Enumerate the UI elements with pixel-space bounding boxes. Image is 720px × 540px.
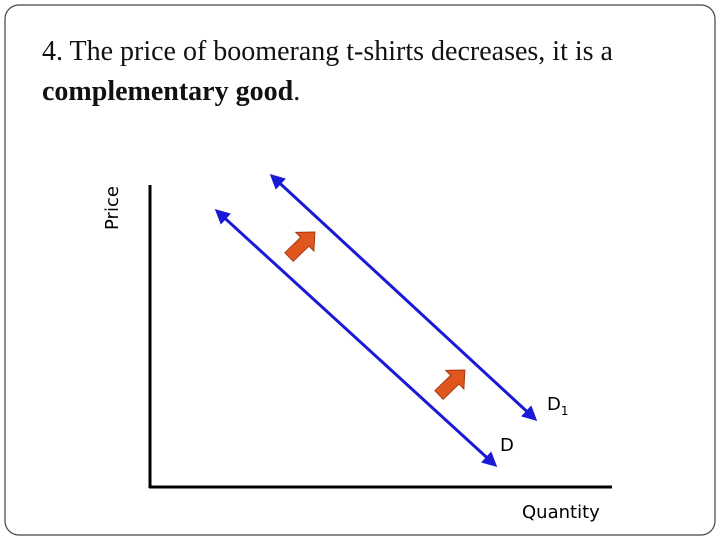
title-bold: complementary good — [42, 76, 294, 107]
demand-curve-shifted — [269, 173, 538, 422]
curve-label-subscript: 1 — [561, 404, 569, 418]
slide-title: 4. The price of boomerang t-shirts decre… — [42, 32, 692, 112]
shift-arrow — [284, 231, 316, 263]
slide-border — [4, 4, 716, 536]
curve-label-text: D — [547, 394, 561, 415]
title-end: . — [293, 76, 301, 107]
shift-arrow — [434, 369, 466, 401]
x-axis-label: Quantity — [522, 502, 600, 523]
title-text: 4. The price of boomerang t-shirts decre… — [42, 36, 613, 67]
curve-label-text: D — [500, 435, 514, 456]
y-axis-label: Price — [102, 186, 123, 230]
demand-curve — [214, 208, 498, 468]
curve-label: D1 — [547, 394, 569, 418]
curve-label: D — [500, 435, 514, 456]
